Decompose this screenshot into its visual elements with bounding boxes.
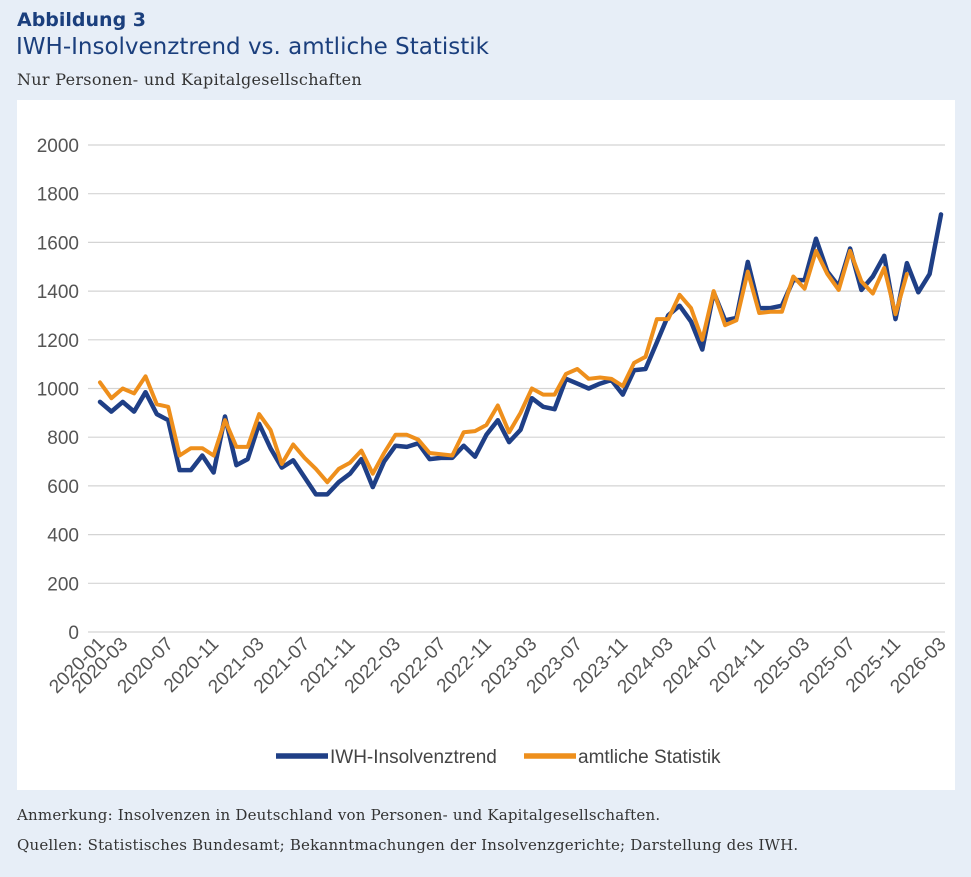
y-tick-label: 1000 <box>37 380 79 401</box>
legend-label: amtliche Statistik <box>578 747 721 768</box>
y-tick-label: 1400 <box>37 282 79 303</box>
y-tick-label: 1200 <box>37 331 79 352</box>
source-text: Quellen: Statistisches Bundesamt; Bekann… <box>17 836 799 854</box>
figure-label: Abbildung 3 <box>17 9 147 31</box>
figure-title: IWH-Insolvenztrend vs. amtliche Statisti… <box>16 34 489 60</box>
note-text: Anmerkung: Insolvenzen in Deutschland vo… <box>17 806 661 824</box>
y-tick-label: 1800 <box>37 185 79 206</box>
y-tick-label: 800 <box>47 428 79 449</box>
series-line-amtlich <box>98 248 909 485</box>
y-tick-label: 600 <box>47 477 79 498</box>
y-tick-label: 2000 <box>37 136 79 157</box>
figure-subtitle: Nur Personen- und Kapitalgesellschaften <box>17 70 362 89</box>
legend-label: IWH-Insolvenztrend <box>330 747 497 768</box>
y-tick-label: 0 <box>68 623 79 644</box>
chart-panel: 0 200 400 600 800 1000 1200 1400 1600 1800 2000 202… <box>17 100 955 790</box>
y-tick-label: 1600 <box>37 233 79 254</box>
line-chart: 0200400600800100012001400160018002000202… <box>37 136 951 768</box>
y-tick-label: 400 <box>47 526 79 547</box>
series-line-iwh <box>97 212 944 497</box>
y-tick-label: 200 <box>47 574 79 595</box>
